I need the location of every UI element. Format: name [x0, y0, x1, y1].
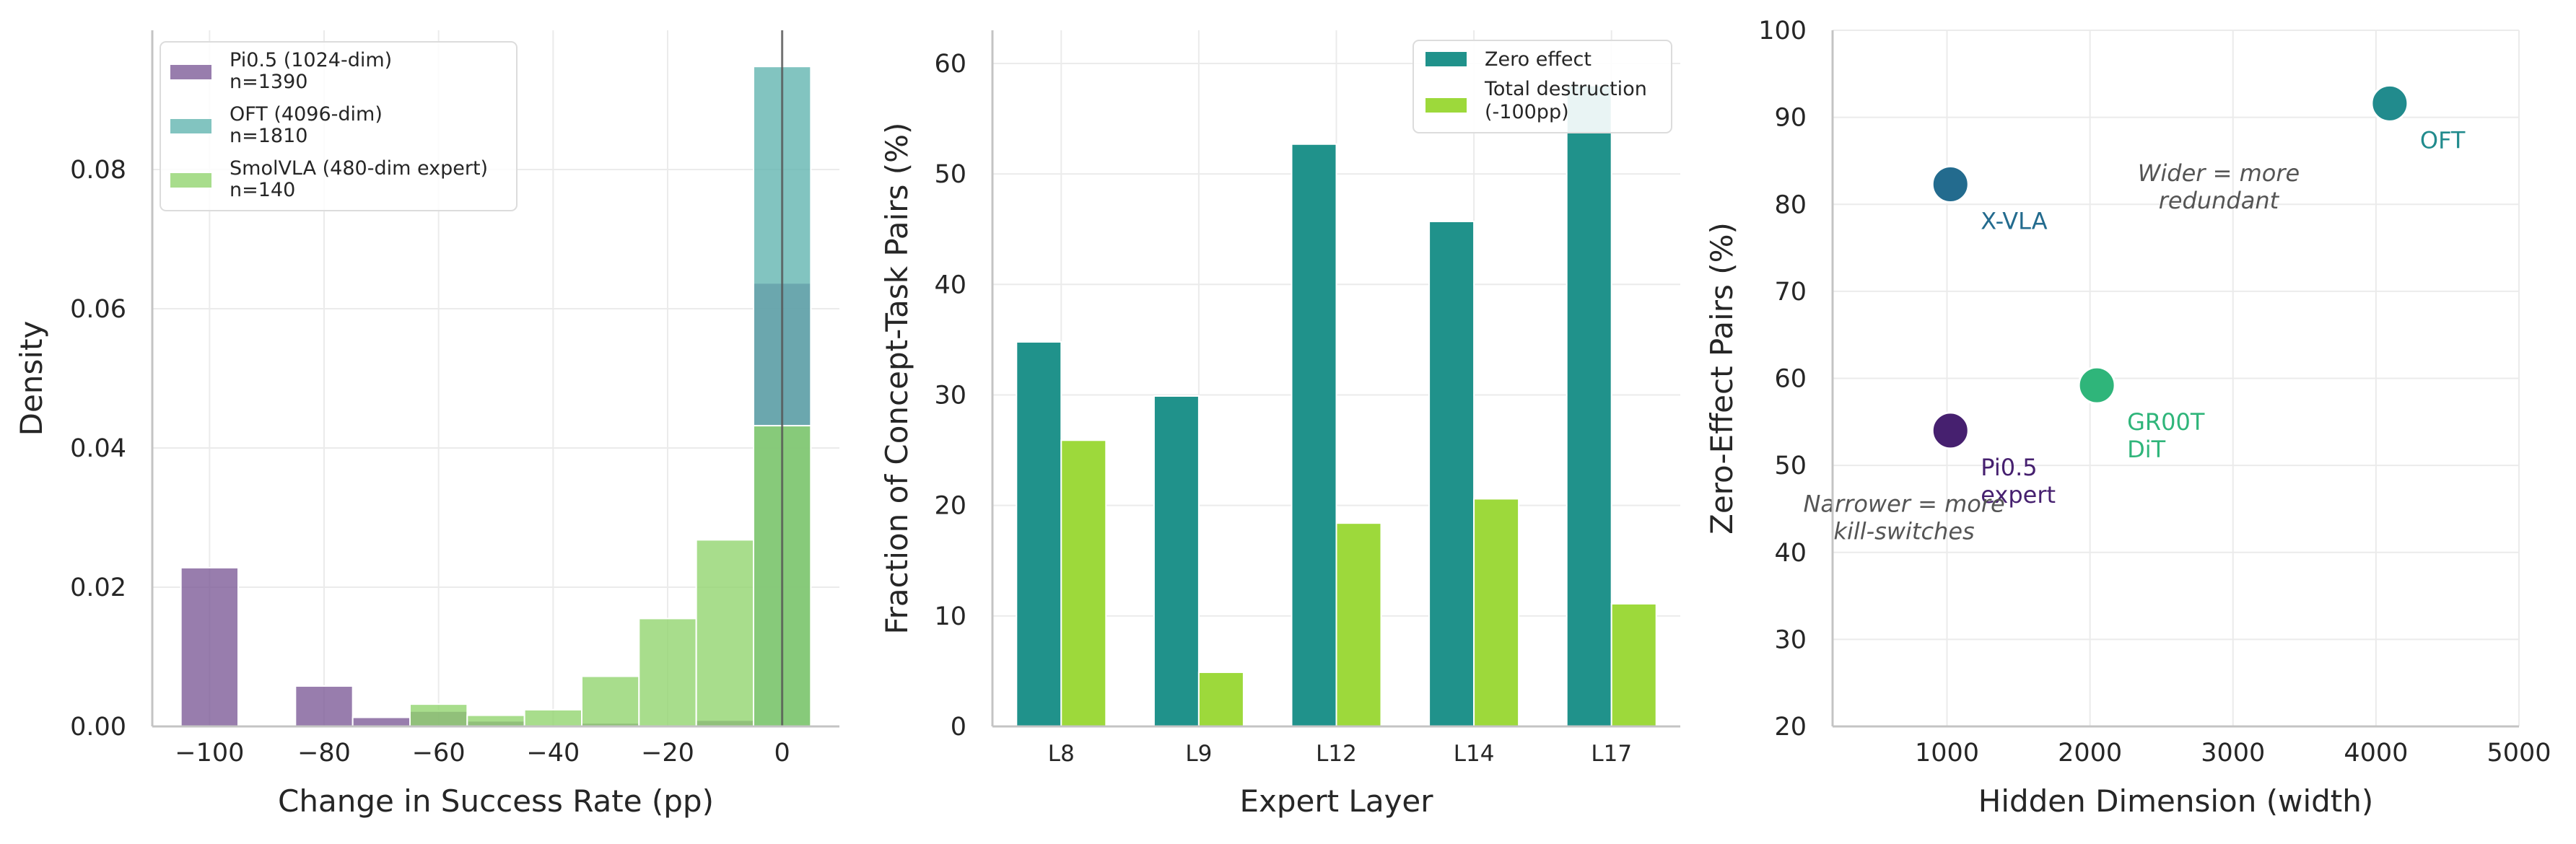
y-tick-label: 30	[1774, 625, 1807, 654]
bar-chart-panel: 0 10 20 30 40 50 60 L8 L9 L12 L14 L17 Expert Layer Fr…	[879, 30, 1680, 819]
point-label-line2: expert	[1981, 481, 2056, 509]
bar-total-destruction	[1197, 671, 1244, 728]
legend: Zero effect Total destruction(-100pp)	[1413, 40, 1672, 133]
y-tick-label: 100	[1758, 17, 1807, 45]
y-tick-label: 0.04	[70, 434, 126, 463]
histogram-bar-pi0.5	[180, 566, 240, 727]
y-tick-label: 0.00	[70, 713, 126, 742]
legend-frame	[1413, 40, 1672, 133]
legend-frame	[160, 41, 518, 211]
y-tick-label: 10	[934, 602, 966, 631]
legend-swatch	[170, 173, 211, 188]
y-tick-label: 0.02	[70, 573, 126, 602]
point-label: GR00T	[2127, 408, 2205, 436]
x-axis-label: Change in Success Rate (pp)	[278, 783, 714, 819]
bar-total-destruction	[1060, 439, 1107, 727]
scatter-panel: 1000 2000 3000 4000 5000 20 30 40 50 60 70 80 90 100 O…	[1704, 17, 2551, 819]
legend-label: OFT (4096-dim)	[230, 103, 383, 126]
x-tick-label: −60	[412, 739, 466, 768]
y-tick-label: 40	[1774, 539, 1807, 568]
y-axis-label: Zero-Effect Pairs (%)	[1704, 222, 1739, 535]
legend-label: Zero effect	[1485, 48, 1592, 71]
point-label: X-VLA	[1981, 208, 2047, 235]
x-tick-label: 4000	[2344, 739, 2408, 768]
histogram-bar-pi0.5	[294, 685, 354, 728]
histogram-bar-smolvla	[466, 714, 525, 727]
legend-swatch	[1425, 52, 1467, 66]
y-axis-label: Density	[14, 321, 49, 436]
legend-label-line2: (-100pp)	[1485, 101, 1569, 123]
legend-swatch	[1425, 98, 1467, 113]
y-tick-label: 50	[934, 160, 966, 189]
point-gr00t	[2077, 366, 2116, 405]
y-tick-label: 20	[934, 492, 966, 521]
point-oft	[2370, 84, 2409, 123]
x-tick-label: 2000	[2058, 739, 2122, 768]
x-tick-label: 1000	[1915, 739, 1979, 768]
y-tick-label: 60	[1774, 365, 1807, 394]
legend-label: Total destruction	[1484, 78, 1647, 100]
legend-count: n=1390	[230, 71, 307, 93]
y-tick-label: 30	[934, 381, 966, 410]
bar-total-destruction	[1473, 498, 1520, 727]
y-tick-label: 80	[1774, 190, 1807, 219]
legend-swatch	[170, 119, 211, 133]
bar-total-destruction	[1610, 602, 1657, 727]
legend-swatch	[170, 65, 211, 79]
histogram-bar-pi0.5	[352, 716, 411, 728]
legend-count: n=1810	[230, 125, 307, 147]
bar-zero-effect	[1566, 84, 1612, 728]
point-pi0.5	[1931, 411, 1970, 450]
x-tick-label: −100	[175, 739, 244, 768]
x-axis-label: Expert Layer	[1239, 783, 1433, 819]
y-tick-label: 70	[1774, 278, 1807, 307]
legend-label: SmolVLA (480-dim expert)	[230, 157, 488, 180]
annotation-line2: redundant	[2159, 187, 2280, 214]
histogram-bar-smolvla	[523, 708, 583, 728]
point-label: OFT	[2420, 126, 2466, 154]
histogram-bar-smolvla	[695, 539, 755, 727]
y-axis-label: Fraction of Concept-Task Pairs (%)	[879, 123, 914, 635]
x-tick-label: L8	[1048, 741, 1075, 767]
histogram-bar-smolvla	[409, 703, 468, 727]
histogram-bar-smolvla	[638, 617, 697, 727]
y-tick-label: 50	[1774, 452, 1807, 480]
x-tick-label: L14	[1454, 741, 1495, 767]
y-tick-label: 0.08	[70, 156, 126, 185]
x-tick-label: 5000	[2487, 739, 2551, 768]
bar-zero-effect	[1428, 220, 1475, 727]
histogram-bar-smolvla	[581, 675, 640, 728]
annotation: Narrower = more	[1803, 491, 2004, 518]
x-tick-label: 0	[774, 739, 790, 768]
x-tick-label: −80	[297, 739, 351, 768]
point-label-line2: DiT	[2127, 436, 2166, 463]
y-tick-label: 60	[934, 50, 966, 79]
y-tick-label: 0	[951, 713, 966, 742]
legend: Pi0.5 (1024-dim)n=1390 OFT (4096-dim)n=18…	[160, 41, 518, 211]
x-tick-label: L17	[1591, 741, 1632, 767]
bar-zero-effect	[1153, 395, 1200, 727]
annotation-line2: kill-switches	[1833, 518, 1974, 545]
x-tick-label: L9	[1185, 741, 1212, 767]
bar-zero-effect	[1016, 340, 1062, 727]
x-tick-label: −20	[641, 739, 694, 768]
y-tick-label: 90	[1774, 104, 1807, 133]
point-label: Pi0.5	[1981, 454, 2037, 481]
bar-total-destruction	[1335, 522, 1382, 728]
y-tick-label: 40	[934, 271, 966, 299]
y-tick-label: 20	[1774, 713, 1807, 742]
point-x-vla	[1931, 165, 1970, 204]
x-tick-label: L12	[1316, 741, 1357, 767]
x-axis-label: Hidden Dimension (width)	[1978, 783, 2374, 819]
annotation: Wider = more	[2138, 159, 2300, 187]
x-tick-label: −40	[526, 739, 580, 768]
y-tick-label: 0.06	[70, 295, 126, 324]
bar-zero-effect	[1291, 143, 1337, 727]
legend-count: n=140	[230, 179, 295, 201]
legend-label: Pi0.5 (1024-dim)	[230, 49, 392, 71]
histogram-panel: −100 −80 −60 −40 −20 0 0.00 0.02 0.04 0.06 0.08 Cha…	[14, 30, 839, 819]
x-tick-label: 3000	[2201, 739, 2265, 768]
